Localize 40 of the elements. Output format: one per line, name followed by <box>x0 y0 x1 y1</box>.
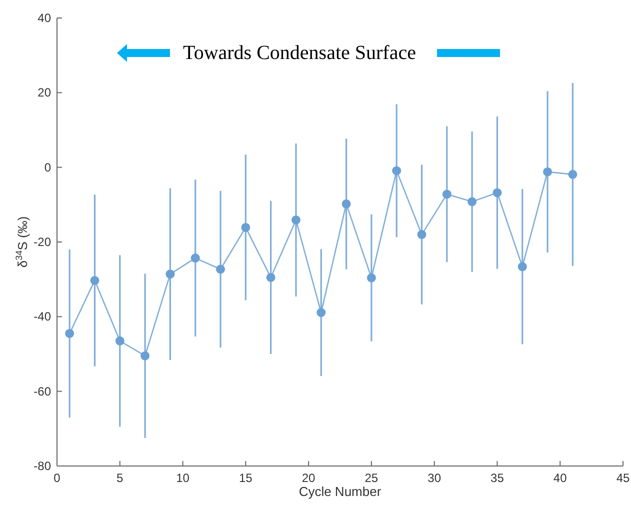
point <box>115 336 124 346</box>
point <box>65 328 74 338</box>
x-tick-label: 45 <box>616 471 630 485</box>
y-tick-label: 20 <box>38 86 52 100</box>
x-tick-label: 25 <box>364 471 378 485</box>
point <box>543 167 552 176</box>
point <box>392 166 402 176</box>
x-tick-label: 5 <box>116 471 124 485</box>
annotation: Towards Condensate Surface <box>183 42 416 64</box>
point <box>468 197 477 206</box>
point <box>241 222 250 232</box>
point <box>216 264 226 274</box>
x-tick-label: 0 <box>54 471 61 485</box>
point <box>568 170 578 179</box>
point <box>266 272 276 282</box>
point <box>166 270 175 279</box>
y-tick-label: -20 <box>34 235 52 249</box>
point <box>291 215 300 224</box>
x-tick-label: 30 <box>428 471 442 485</box>
point <box>190 254 200 263</box>
point <box>442 190 452 199</box>
x-tick-label: 35 <box>490 471 504 485</box>
y-tick-label: 40 <box>38 11 52 25</box>
point <box>518 262 527 272</box>
x-tick-label: 20 <box>302 471 316 485</box>
x-tick-label: 15 <box>238 471 253 485</box>
y-tick-label: -60 <box>34 384 52 398</box>
point <box>342 199 351 208</box>
y-tick-label: -40 <box>34 310 52 324</box>
y-tick-label: -80 <box>34 459 52 473</box>
y-tick-label: 0 <box>44 160 52 174</box>
point <box>366 273 376 282</box>
x-tick-label: 10 <box>176 471 190 485</box>
point <box>90 276 100 285</box>
x-tick-label: 40 <box>553 471 568 485</box>
point <box>140 351 150 360</box>
x-axis-title: Cycle Number <box>298 484 382 499</box>
point <box>417 230 426 240</box>
point <box>492 188 502 198</box>
point <box>316 308 326 318</box>
